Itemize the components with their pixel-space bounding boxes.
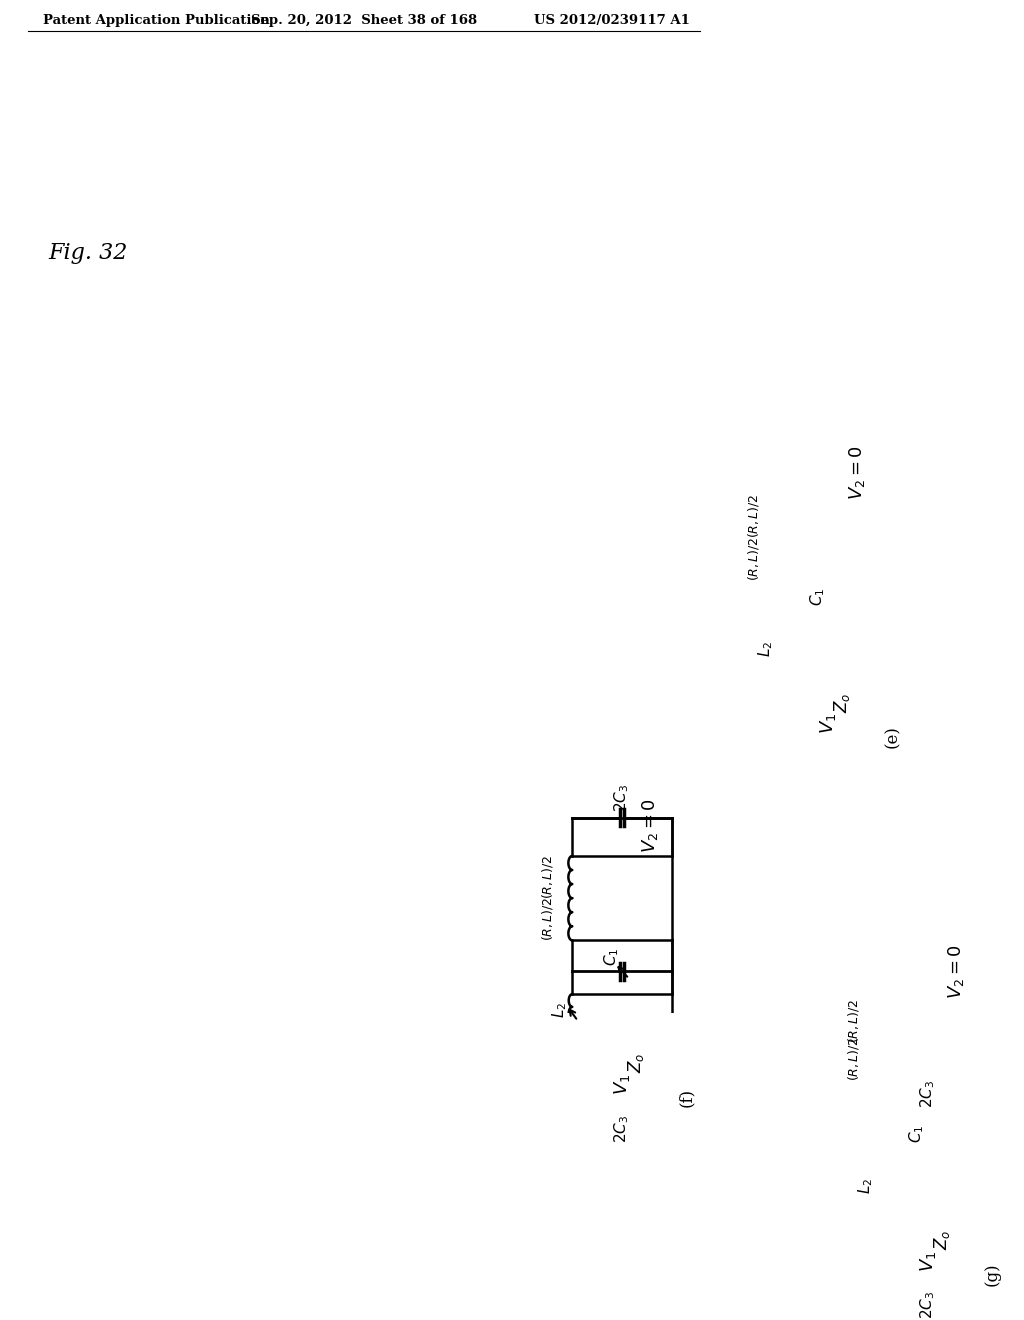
Text: (f): (f) [678, 1088, 694, 1107]
Text: $2C_3$: $2C_3$ [612, 784, 632, 813]
Text: (e): (e) [884, 726, 901, 748]
Text: $(R,L)/2$: $(R,L)/2$ [540, 898, 555, 941]
Text: $V_1$: $V_1$ [918, 1250, 938, 1272]
Text: (g): (g) [983, 1262, 1000, 1286]
Text: $L_2$: $L_2$ [550, 1002, 569, 1018]
Text: $V_2 = 0$: $V_2 = 0$ [640, 797, 660, 853]
Text: $2C_3$: $2C_3$ [612, 1114, 632, 1143]
Text: $Z_o$: $Z_o$ [627, 1053, 646, 1073]
Text: Patent Application Publication: Patent Application Publication [43, 13, 269, 26]
Text: $Z_o$: $Z_o$ [833, 692, 852, 713]
Text: $L_2$: $L_2$ [856, 1177, 874, 1195]
Text: $V_2 = 0$: $V_2 = 0$ [847, 445, 866, 499]
Text: $2C_3$: $2C_3$ [919, 1080, 937, 1107]
Text: $L_2$: $L_2$ [757, 640, 775, 657]
Text: $(R,L)/2$: $(R,L)/2$ [746, 536, 761, 581]
Text: $V_1$: $V_1$ [612, 1074, 632, 1096]
Text: $(R,L)/2$: $(R,L)/2$ [746, 494, 761, 539]
Text: $2C_3$: $2C_3$ [919, 1291, 937, 1319]
Text: $(R,L)/2$: $(R,L)/2$ [846, 1038, 860, 1081]
Text: Sep. 20, 2012  Sheet 38 of 168: Sep. 20, 2012 Sheet 38 of 168 [251, 13, 477, 26]
Text: $(R,L)/2$: $(R,L)/2$ [846, 999, 860, 1043]
Text: $C_1$: $C_1$ [808, 587, 827, 606]
Text: $(R,L)/2$: $(R,L)/2$ [540, 855, 555, 899]
Text: $V_1$: $V_1$ [818, 713, 839, 734]
Text: US 2012/0239117 A1: US 2012/0239117 A1 [534, 13, 689, 26]
Text: Fig. 32: Fig. 32 [48, 243, 128, 264]
Text: $V_2 = 0$: $V_2 = 0$ [946, 944, 967, 998]
Text: $C_1$: $C_1$ [907, 1125, 927, 1143]
Text: $C_1$: $C_1$ [602, 948, 621, 966]
Text: $Z_o$: $Z_o$ [932, 1229, 952, 1250]
